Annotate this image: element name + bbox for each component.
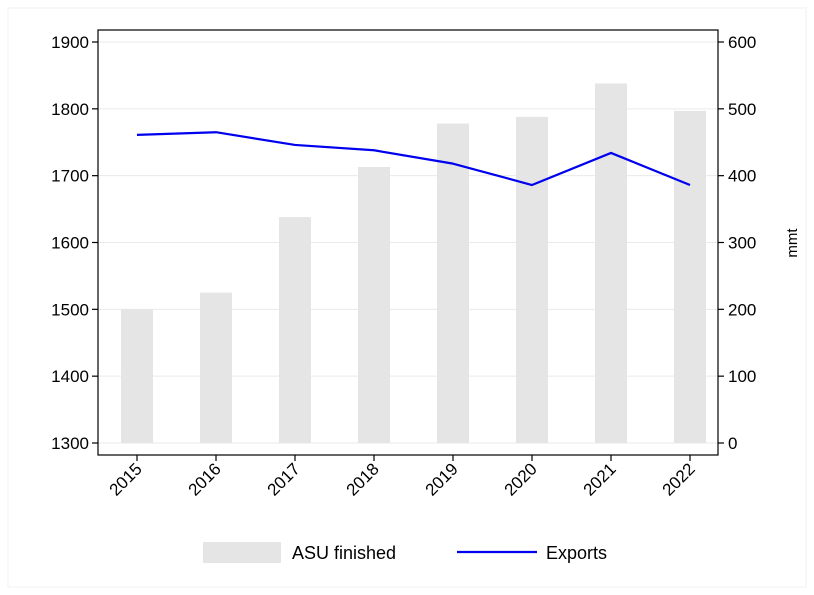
legend-swatch-asu-finished [203,542,281,563]
left-axis-tick-label: 1900 [51,33,89,52]
legend-label-asu-finished: ASU finished [292,543,396,563]
right-axis-tick-label: 400 [728,167,756,186]
bar-2022 [674,110,706,444]
left-axis-tick-label: 1600 [51,234,89,253]
frame-line [7,7,807,588]
bar-2016 [200,292,232,443]
legend-label-exports: Exports [546,543,607,563]
bar-2015 [121,309,153,443]
exports-line [136,131,691,187]
bar-2018 [358,166,390,443]
bar-2017 [279,217,311,443]
right-axis-tick-label: 600 [728,33,756,52]
left-axis-tick-label: 1700 [51,167,89,186]
bar-series [121,83,706,444]
right-axis-tick-label: 200 [728,300,756,319]
right-axis-tick-label: 500 [728,100,756,119]
right-axis-tick-label: 300 [728,234,756,253]
line-series [136,131,691,187]
left-axis-tick-label: 1300 [51,434,89,453]
bar-2019 [437,123,469,443]
right-axis-tick-label: 0 [728,434,737,453]
left-axis-tick-label: 1500 [51,300,89,319]
legend: ASU finished Exports [203,542,607,563]
bar-2021 [595,83,627,443]
left-axis-tick-label: 1800 [51,100,89,119]
right-axis-tick-label: 100 [728,367,756,386]
bar-2020 [516,116,548,443]
left-axis-tick-label: 1400 [51,367,89,386]
right-axis-title: mmt [784,228,801,258]
